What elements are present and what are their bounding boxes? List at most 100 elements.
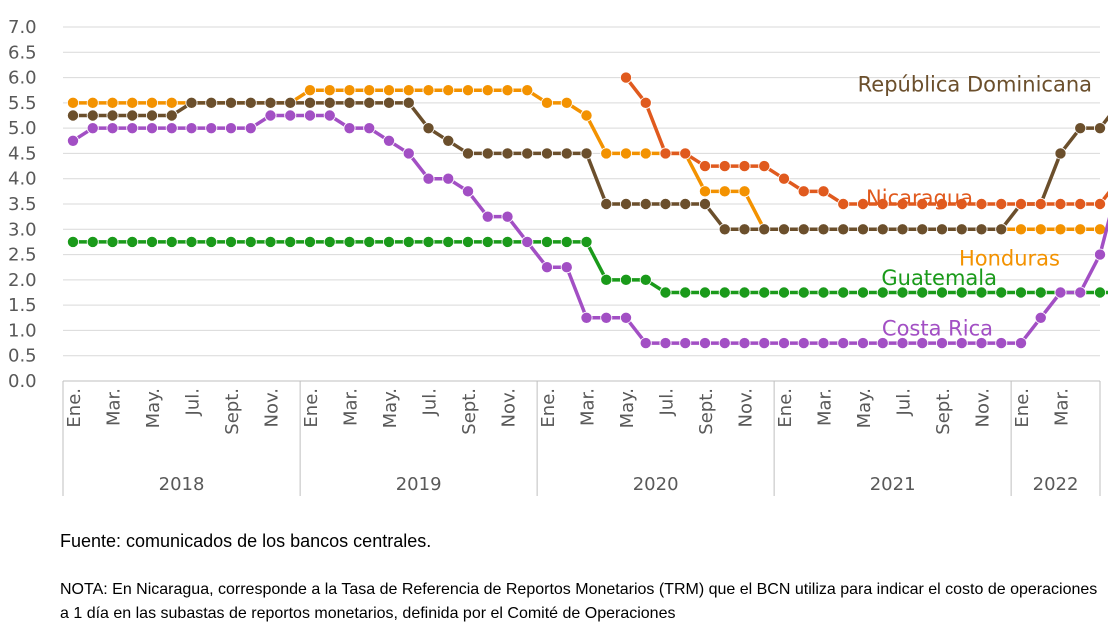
data-point — [481, 235, 494, 248]
data-point — [699, 197, 712, 210]
data-point — [402, 96, 415, 109]
data-point — [145, 235, 158, 248]
data-point — [896, 337, 909, 350]
data-point — [837, 223, 850, 236]
data-point — [323, 84, 336, 97]
data-point — [382, 235, 395, 248]
data-point — [896, 197, 909, 210]
data-point — [284, 109, 297, 122]
data-point — [778, 223, 791, 236]
data-point — [442, 134, 455, 147]
y-tick-label: 5.0 — [8, 118, 37, 139]
year-label: 2021 — [870, 474, 916, 495]
data-point — [106, 235, 119, 248]
nota-note: NOTA: En Nicaragua, corresponde a la Tas… — [60, 581, 1098, 622]
data-point — [600, 147, 613, 160]
x-tick-label: Jul. — [420, 388, 441, 416]
data-point — [620, 147, 633, 160]
data-point — [936, 197, 949, 210]
data-point — [758, 337, 771, 350]
data-point — [224, 96, 237, 109]
series-label: Honduras — [959, 247, 1060, 271]
data-point — [323, 235, 336, 248]
data-point — [1094, 197, 1107, 210]
data-point — [955, 286, 968, 299]
data-point — [797, 337, 810, 350]
y-tick-label: 6.5 — [8, 42, 37, 63]
data-point — [541, 147, 554, 160]
data-point — [1015, 223, 1028, 236]
data-point — [659, 337, 672, 350]
y-tick-label: 3.0 — [8, 219, 37, 240]
data-point — [620, 71, 633, 84]
data-point — [620, 273, 633, 286]
data-point — [442, 235, 455, 248]
data-point — [975, 223, 988, 236]
data-point — [797, 223, 810, 236]
data-point — [303, 109, 316, 122]
x-tick-label: Jul. — [894, 388, 915, 416]
data-point — [106, 96, 119, 109]
data-point — [402, 147, 415, 160]
data-point — [1074, 197, 1087, 210]
data-point — [1054, 147, 1067, 160]
data-point — [758, 286, 771, 299]
data-point — [264, 235, 277, 248]
x-tick-label: Mar. — [104, 388, 125, 426]
data-point — [185, 235, 198, 248]
series-lines — [67, 71, 1108, 350]
data-point — [1015, 197, 1028, 210]
y-tick-label: 1.0 — [8, 320, 37, 341]
data-point — [659, 147, 672, 160]
y-tick-label: 2.5 — [8, 245, 37, 266]
series-label: República Dominicana — [858, 73, 1092, 97]
data-point — [363, 84, 376, 97]
data-point — [165, 96, 178, 109]
data-point — [86, 235, 99, 248]
data-point — [541, 235, 554, 248]
data-point — [738, 286, 751, 299]
data-point — [264, 109, 277, 122]
data-point — [679, 197, 692, 210]
data-point — [126, 109, 139, 122]
data-point — [916, 223, 929, 236]
x-tick-label: May. — [380, 388, 401, 428]
data-point — [699, 160, 712, 173]
data-point — [363, 96, 376, 109]
series-republica-dominicana — [67, 96, 1108, 236]
data-point — [580, 147, 593, 160]
x-tick-label: Ene. — [301, 388, 322, 428]
data-point — [481, 210, 494, 223]
data-point — [521, 147, 534, 160]
data-point — [422, 235, 435, 248]
data-point — [620, 197, 633, 210]
data-point — [560, 96, 573, 109]
data-point — [382, 134, 395, 147]
data-point — [106, 109, 119, 122]
data-point — [916, 197, 929, 210]
data-point — [916, 337, 929, 350]
interest-rate-line-chart: 0.0 0.5 1.0 1.5 2.0 2.5 3.0 3.5 4.0 4.5 5.0 5.5 6.0 6… — [8, 17, 1108, 496]
data-point — [363, 235, 376, 248]
data-point — [600, 197, 613, 210]
data-point — [1054, 223, 1067, 236]
data-point — [975, 197, 988, 210]
x-tick-label: Sept. — [696, 388, 717, 435]
year-label: 2020 — [633, 474, 679, 495]
data-point — [205, 122, 218, 135]
data-point — [679, 147, 692, 160]
year-label: 2022 — [1033, 474, 1079, 495]
series-label: Costa Rica — [882, 316, 993, 340]
data-point — [165, 235, 178, 248]
data-point — [600, 273, 613, 286]
x-tick-label: Ene. — [775, 388, 796, 428]
data-point — [145, 109, 158, 122]
data-point — [145, 96, 158, 109]
data-point — [778, 286, 791, 299]
data-point — [1034, 223, 1047, 236]
data-point — [1015, 286, 1028, 299]
data-point — [699, 286, 712, 299]
data-point — [1074, 223, 1087, 236]
x-tick-label: Nov. — [973, 388, 994, 427]
data-point — [580, 311, 593, 324]
